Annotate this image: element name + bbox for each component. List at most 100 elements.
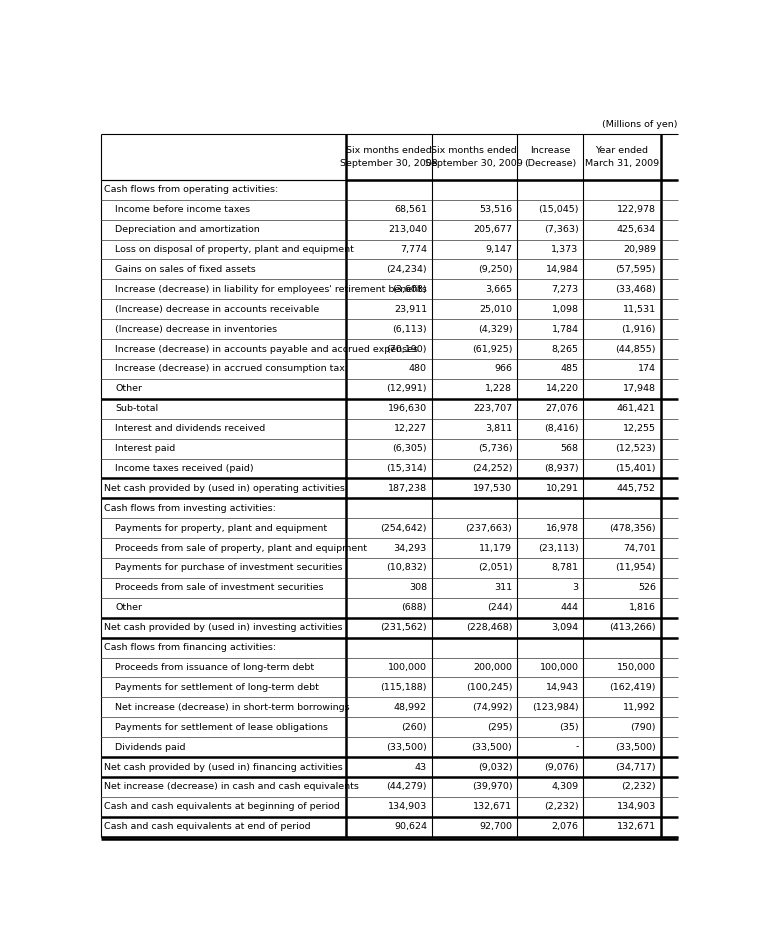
Text: 8,265: 8,265	[552, 345, 578, 353]
Text: 1,816: 1,816	[629, 603, 656, 613]
Text: 1,228: 1,228	[486, 384, 512, 393]
Text: (8,416): (8,416)	[544, 424, 578, 433]
Text: Cash and cash equivalents at end of period: Cash and cash equivalents at end of peri…	[104, 822, 311, 831]
Text: (44,855): (44,855)	[616, 345, 656, 353]
Text: (15,314): (15,314)	[386, 464, 427, 473]
Text: 11,179: 11,179	[480, 544, 512, 552]
Text: 444: 444	[561, 603, 578, 613]
Text: (24,234): (24,234)	[386, 265, 427, 274]
Text: 9,147: 9,147	[486, 245, 512, 254]
Text: Proceeds from sale of investment securities: Proceeds from sale of investment securit…	[116, 583, 324, 593]
Text: 20,989: 20,989	[623, 245, 656, 254]
Text: (1,916): (1,916)	[622, 325, 656, 333]
Text: (228,468): (228,468)	[466, 623, 512, 633]
Text: 308: 308	[409, 583, 427, 593]
Text: (790): (790)	[630, 723, 656, 732]
Text: 23,911: 23,911	[394, 305, 427, 313]
Text: (74,992): (74,992)	[472, 703, 512, 712]
Text: 311: 311	[494, 583, 512, 593]
Text: 11,531: 11,531	[622, 305, 656, 313]
Text: 197,530: 197,530	[473, 484, 512, 492]
Text: Payments for purchase of investment securities: Payments for purchase of investment secu…	[116, 563, 343, 573]
Text: 14,220: 14,220	[546, 384, 578, 393]
Text: Cash flows from investing activities:: Cash flows from investing activities:	[104, 504, 276, 512]
Text: 11,992: 11,992	[623, 703, 656, 712]
Text: 43: 43	[415, 762, 427, 772]
Text: 2,076: 2,076	[552, 822, 578, 831]
Text: (231,562): (231,562)	[380, 623, 427, 633]
Text: 16,978: 16,978	[546, 524, 578, 532]
Text: -: -	[575, 742, 578, 752]
Text: 213,040: 213,040	[388, 225, 427, 234]
Text: 90,624: 90,624	[394, 822, 427, 831]
Text: 3,665: 3,665	[485, 285, 512, 294]
Text: Depreciation and amortization: Depreciation and amortization	[116, 225, 260, 234]
Text: Net increase (decrease) in short-term borrowings: Net increase (decrease) in short-term bo…	[116, 703, 350, 712]
Text: 48,992: 48,992	[394, 703, 427, 712]
Text: (260): (260)	[401, 723, 427, 732]
Text: Income before income taxes: Income before income taxes	[116, 205, 250, 214]
Text: (6,113): (6,113)	[392, 325, 427, 333]
Text: 4,309: 4,309	[552, 782, 578, 792]
Text: Increase
(Decrease): Increase (Decrease)	[524, 146, 576, 168]
Text: Increase (decrease) in accounts payable and accrued expenses: Increase (decrease) in accounts payable …	[116, 345, 418, 353]
Text: (295): (295)	[486, 723, 512, 732]
Text: (33,500): (33,500)	[386, 742, 427, 752]
Text: (Increase) decrease in accounts receivable: (Increase) decrease in accounts receivab…	[116, 305, 319, 313]
Text: (11,954): (11,954)	[616, 563, 656, 573]
Text: Payments for settlement of long-term debt: Payments for settlement of long-term deb…	[116, 683, 319, 692]
Text: 205,677: 205,677	[473, 225, 512, 234]
Text: 8,781: 8,781	[552, 563, 578, 573]
Text: 7,273: 7,273	[552, 285, 578, 294]
Text: 14,943: 14,943	[546, 683, 578, 692]
Text: (33,468): (33,468)	[615, 285, 656, 294]
Text: (413,266): (413,266)	[610, 623, 656, 633]
Text: 966: 966	[494, 365, 512, 373]
Text: 196,630: 196,630	[388, 404, 427, 413]
Text: (7,363): (7,363)	[544, 225, 578, 234]
Text: (244): (244)	[486, 603, 512, 613]
Text: (70,190): (70,190)	[386, 345, 427, 353]
Text: 27,076: 27,076	[546, 404, 578, 413]
Text: 150,000: 150,000	[617, 663, 656, 672]
Text: (2,051): (2,051)	[478, 563, 512, 573]
Text: Payments for settlement of lease obligations: Payments for settlement of lease obligat…	[116, 723, 328, 732]
Text: 223,707: 223,707	[473, 404, 512, 413]
Text: (15,401): (15,401)	[616, 464, 656, 473]
Text: 1,784: 1,784	[552, 325, 578, 333]
Text: Cash and cash equivalents at beginning of period: Cash and cash equivalents at beginning o…	[104, 802, 340, 812]
Text: (9,076): (9,076)	[544, 762, 578, 772]
Text: 1,373: 1,373	[551, 245, 578, 254]
Text: (12,991): (12,991)	[386, 384, 427, 393]
Text: Interest and dividends received: Interest and dividends received	[116, 424, 265, 433]
Text: 53,516: 53,516	[479, 205, 512, 214]
Text: (162,419): (162,419)	[610, 683, 656, 692]
Text: (9,250): (9,250)	[478, 265, 512, 274]
Text: (34,717): (34,717)	[616, 762, 656, 772]
Text: (39,970): (39,970)	[472, 782, 512, 792]
Text: (3,608): (3,608)	[392, 285, 427, 294]
Text: (237,663): (237,663)	[466, 524, 512, 532]
Text: (24,252): (24,252)	[472, 464, 512, 473]
Text: 34,293: 34,293	[394, 544, 427, 552]
Text: 134,903: 134,903	[616, 802, 656, 812]
Text: (35): (35)	[559, 723, 578, 732]
Text: 14,984: 14,984	[546, 265, 578, 274]
Text: Net cash provided by (used in) financing activities: Net cash provided by (used in) financing…	[104, 762, 343, 772]
Text: 134,903: 134,903	[388, 802, 427, 812]
Text: (15,045): (15,045)	[538, 205, 578, 214]
Text: (Millions of yen): (Millions of yen)	[602, 120, 678, 129]
Text: Income taxes received (paid): Income taxes received (paid)	[116, 464, 254, 473]
Text: 3,811: 3,811	[485, 424, 512, 433]
Text: (33,500): (33,500)	[615, 742, 656, 752]
Text: (6,305): (6,305)	[392, 444, 427, 453]
Text: 3,094: 3,094	[552, 623, 578, 633]
Text: 568: 568	[561, 444, 578, 453]
Text: Other: Other	[116, 384, 142, 393]
Text: 12,255: 12,255	[623, 424, 656, 433]
Text: Six months ended
September 30, 2008: Six months ended September 30, 2008	[340, 146, 438, 168]
Text: 10,291: 10,291	[546, 484, 578, 492]
Text: Other: Other	[116, 603, 142, 613]
Text: Increase (decrease) in liability for employees' retirement benefits: Increase (decrease) in liability for emp…	[116, 285, 427, 294]
Text: (4,329): (4,329)	[477, 325, 512, 333]
